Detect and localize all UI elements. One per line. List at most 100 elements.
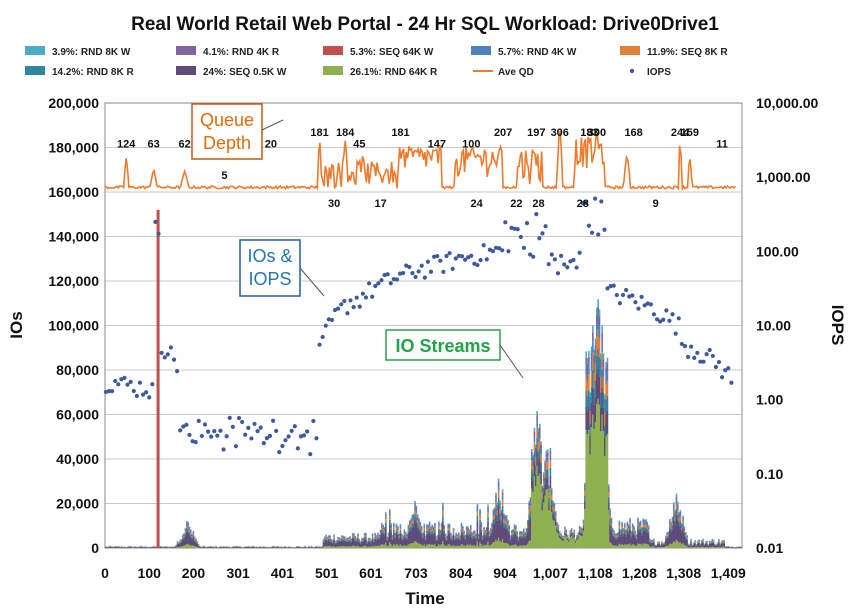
io-bar-segment [349,540,351,547]
io-bar-segment [434,527,436,530]
io-bar-segment [593,428,595,548]
io-bar-segment [365,545,367,548]
io-bar-segment [647,525,650,527]
io-bar-segment [497,537,500,548]
io-bar-segment [496,502,499,505]
io-bar-segment [592,332,594,342]
io-bar-segment [694,543,696,547]
iops-point [286,434,291,439]
io-bar-segment [411,514,414,517]
io-bar-segment [545,477,548,490]
io-bar-segment [381,532,383,545]
io-bar-segment [469,534,472,545]
io-bar-segment [381,525,383,528]
io-bar-segment [366,543,369,547]
io-bar-segment [362,538,365,540]
io-bar-segment [493,509,496,512]
iops-point [503,220,508,225]
io-bar-segment [680,525,683,528]
io-bar-segment [646,529,649,533]
io-bar-segment [455,535,457,538]
io-bar-segment [550,511,553,548]
io-bar-segment [408,525,411,529]
io-bar-segment [623,527,626,530]
io-bar-segment [642,519,645,522]
io-bar-segment [383,529,386,531]
io-bar-segment [337,536,339,538]
io-bar-segment [665,546,667,548]
iops-point [394,277,400,282]
io-bar-segment [406,536,408,538]
io-bar-segment [508,526,511,528]
io-bar-segment [390,523,392,525]
io-bar-segment [657,547,659,548]
io-bar-segment [334,542,337,543]
io-bar-segment [385,512,387,515]
io-bar-segment [696,546,699,548]
io-bar-segment [504,543,507,548]
io-bar-segment [605,414,607,437]
iops-point [311,418,316,424]
io-bar-segment [432,544,435,548]
io-bar-segment [625,530,627,532]
io-bar-segment [460,523,463,526]
io-bar-segment [111,546,114,548]
io-bar-segment [338,537,341,538]
io-bar-segment [534,473,537,487]
io-bar-segment [671,525,674,530]
io-bar-segment [672,515,675,521]
x-tick-label: 401 [271,565,295,581]
io-bar-segment [710,543,712,544]
io-bar-segment [404,533,407,535]
io-bar-segment [627,526,630,529]
io-bar-segment [479,524,481,543]
io-bar-segment [362,540,365,542]
io-bar-segment [520,537,523,546]
io-bar-segment [407,544,410,548]
io-bar-segment [398,537,400,540]
io-bar-segment [473,530,476,532]
io-bar-segment [245,546,248,548]
io-bar-segment [516,545,519,548]
io-bar-segment [600,431,602,548]
io-bar-segment [325,534,327,536]
io-bar-segment [516,534,519,536]
io-bar-segment [657,542,659,544]
iops-point [596,232,601,237]
io-bar-segment [357,533,359,535]
io-bar-segment [557,527,560,530]
io-bar-segment [227,547,229,548]
x-tick-label: 904 [493,565,517,581]
io-bar-segment [561,540,564,548]
io-bar-segment [570,530,573,533]
io-bar-segment [116,546,119,548]
iops-point [506,249,511,254]
iops-point [407,264,412,270]
io-bar-segment [464,538,467,541]
io-bar-segment [533,475,536,548]
io-bar-segment [416,542,419,548]
io-bar-segment [610,543,613,548]
io-bar-segment [611,529,614,531]
io-bar-segment [331,540,334,542]
io-bar-segment [548,485,550,488]
io-bar-segment [615,537,618,540]
io-bar-segment [483,530,485,533]
io-bar-segment [552,504,554,507]
io-bar-segment [695,547,698,548]
io-bar-segment [160,546,163,548]
io-bar-segment [477,539,480,546]
io-bar-segment [487,541,489,548]
io-bar-segment [513,533,516,545]
io-bar-segment [674,517,676,521]
iops-point [144,390,149,395]
io-bar-segment [614,533,617,534]
io-bar-segment [495,514,497,540]
io-bar-segment [383,535,386,545]
io-bar-segment [422,538,424,546]
io-bar-segment [621,523,623,525]
io-bar-segment [468,536,471,546]
io-bar-segment [394,532,396,534]
io-bar-segment [341,535,343,537]
io-bar-segment [399,544,402,548]
